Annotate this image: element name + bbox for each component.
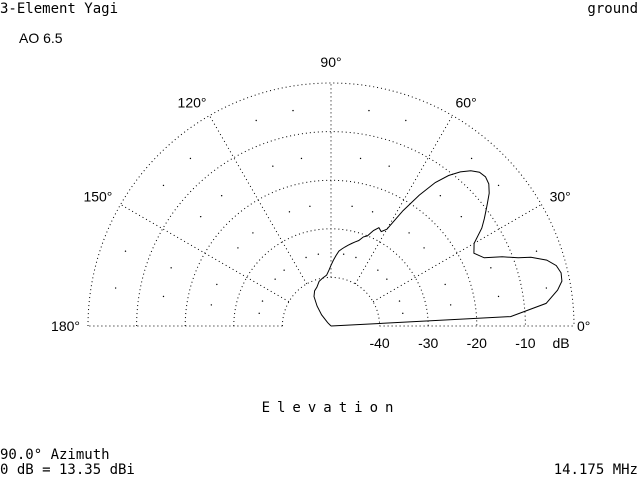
grid-dot (402, 312, 404, 315)
program-label: AO 6.5 (19, 30, 63, 46)
frequency-label: 14.175 MHz (554, 462, 638, 478)
grid-dot (423, 247, 425, 249)
grid-dot (490, 267, 492, 269)
grid-dot (449, 304, 452, 306)
grid-spoke (209, 115, 308, 285)
grid-dot (237, 247, 239, 249)
grid-dot (444, 283, 446, 286)
grid-dot (170, 267, 172, 269)
angle-tick-label: 60° (456, 94, 477, 110)
grid-dot (317, 253, 320, 255)
grid-dot (162, 295, 165, 298)
grid-spoke (354, 115, 453, 285)
grid-dot (545, 287, 548, 289)
grid-dot (377, 269, 379, 271)
radial-unit-label: dB (552, 335, 569, 351)
grid-dot (261, 300, 264, 302)
grid-dot (288, 211, 291, 213)
grid-dot (405, 119, 407, 122)
grid-dot (368, 109, 370, 112)
grid-dot (300, 157, 303, 160)
angle-tick-label: 90° (320, 54, 341, 70)
grid-ring (281, 276, 381, 327)
grid-dot (292, 109, 294, 112)
grid-dot (124, 250, 127, 252)
angle-tick-label: 120° (178, 94, 207, 110)
grid-dot (305, 256, 307, 259)
reference-label: 0 dB = 13.35 dBi (0, 462, 135, 478)
grid-dot (255, 119, 257, 122)
grid-dot (460, 215, 463, 218)
radial-tick-label: -10 (515, 335, 535, 351)
radial-tick-label: -20 (467, 335, 487, 351)
grid-dot (252, 232, 254, 234)
grid-dot (162, 184, 165, 187)
grid-dot (371, 211, 374, 213)
grid-dot (309, 205, 311, 208)
grid-dot (355, 256, 357, 259)
grid-dot (388, 165, 390, 167)
radial-tick-label: -30 (418, 335, 438, 351)
angle-tick-label: 0° (577, 318, 590, 334)
radial-tick-labels: -40 -30 -20 -10 dB (369, 335, 569, 351)
radial-tick-label: -40 (369, 335, 389, 351)
grid-dot (258, 312, 260, 315)
ground-label: ground (587, 1, 638, 17)
grid-dot (114, 287, 117, 289)
angle-tick-label: 150° (83, 189, 112, 205)
grid-dot (342, 253, 345, 255)
grid-dot (220, 194, 223, 197)
grid-dot (535, 250, 538, 252)
grid-dot (189, 157, 192, 160)
grid-spoke (120, 204, 290, 303)
grid-dot (386, 278, 388, 280)
angle-tick-label: 30° (550, 189, 571, 205)
grid-dot (439, 194, 442, 197)
angle-tick-labels: 0° 30° 60° 90° 120° 150° 180° (51, 54, 590, 334)
grid-dot (351, 205, 353, 208)
grid-spoke (372, 204, 542, 303)
grid-dot (497, 184, 500, 187)
elevation-axis-label: Elevation (262, 400, 401, 416)
grid-dot (497, 295, 500, 298)
grid-dot (210, 304, 213, 306)
grid-dot (359, 157, 362, 160)
polar-grid (87, 82, 575, 327)
grid-ring (184, 179, 478, 327)
grid-dot (272, 165, 274, 167)
grid-dot (470, 157, 473, 160)
grid-dot (216, 283, 218, 286)
azimuth-label: 90.0° Azimuth (0, 447, 110, 463)
grid-ring (136, 131, 526, 327)
angle-tick-label: 180° (51, 318, 80, 334)
grid-dot-field (114, 109, 548, 315)
grid-dot (408, 232, 410, 234)
grid-dot (199, 215, 202, 218)
grid-dot (283, 269, 285, 271)
grid-dot (274, 278, 276, 280)
grid-ring (87, 82, 575, 327)
radiation-pattern-line (313, 170, 563, 327)
antenna-title: 3-Element Yagi (0, 1, 118, 17)
grid-dot (398, 300, 401, 302)
